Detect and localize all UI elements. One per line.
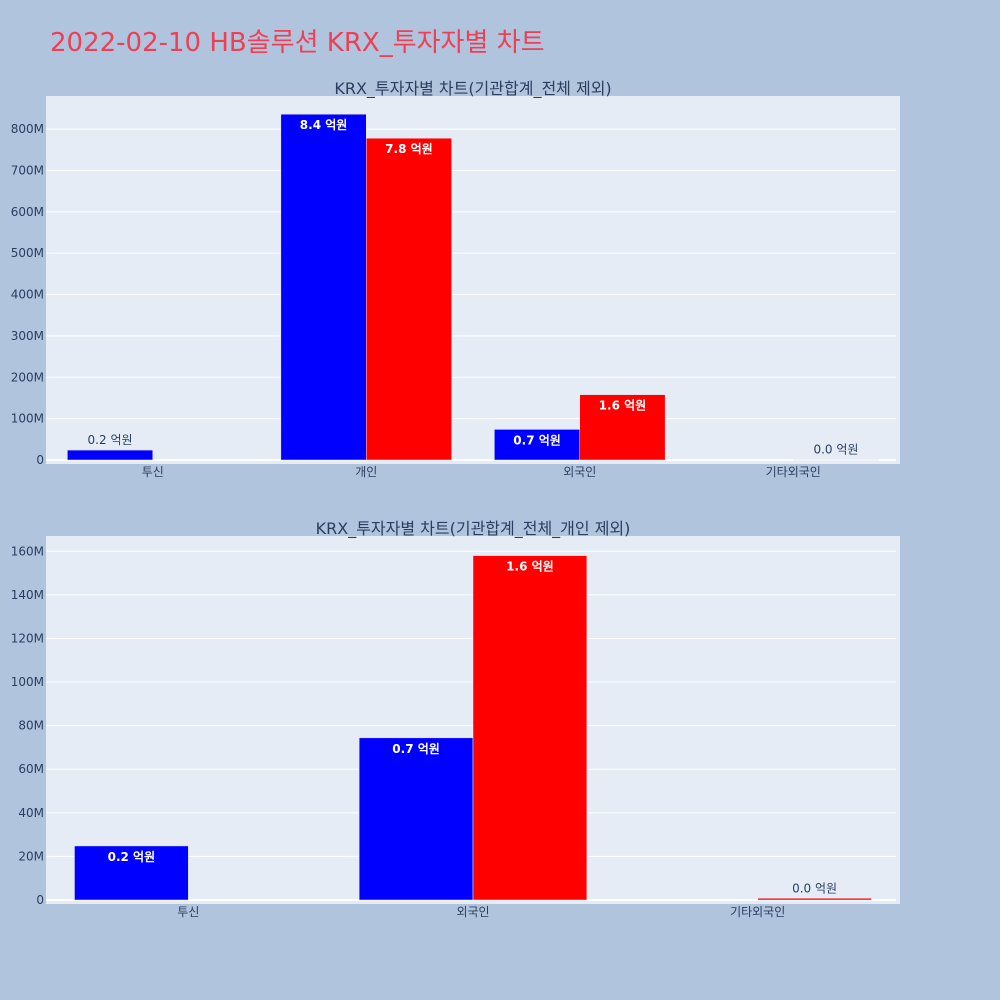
chart1-data-label: 1.6 억원 <box>599 399 647 413</box>
chart2-title: KRX_투자자별 차트(기관합계_전체_개인 제외) <box>316 519 631 539</box>
chart1-y-tick-label: 700M <box>11 163 44 177</box>
chart1-y-tick-label: 100M <box>11 412 44 426</box>
chart1-y-tick-label: 300M <box>11 329 44 343</box>
chart1-x-tick-label: 기타외국인 <box>766 465 821 479</box>
chart1-bar <box>579 394 666 461</box>
chart2-data-label: 0.7 억원 <box>392 742 440 756</box>
chart2-data-label: 0.2 억원 <box>108 850 156 864</box>
chart2-y-tick-label: 160M <box>11 544 44 558</box>
chart2-x-tick-label: 외국인 <box>456 905 489 919</box>
chart1-x-tick-label: 개인 <box>355 465 377 479</box>
chart1-bar <box>793 459 879 461</box>
chart2-bar <box>358 737 474 901</box>
chart1-bar <box>494 429 581 461</box>
chart1-data-label: 0.7 억원 <box>513 433 561 447</box>
chart1-title: KRX_투자자별 차트(기관합계_전체 제외) <box>334 79 611 99</box>
chart2-y-tick-label: 60M <box>18 762 44 776</box>
chart1-y-tick-label: 500M <box>11 246 44 260</box>
chart1-x-tick-label: 투신 <box>142 465 164 479</box>
chart1-y-tick-label: 400M <box>11 288 44 302</box>
chart1-y-tick-label: 0 <box>36 453 44 467</box>
page-title: 2022-02-10 HB솔루션 KRX_투자자별 차트 <box>50 28 545 58</box>
chart2-y-tick-label: 20M <box>18 849 44 863</box>
chart2-x-tick-label: 기타외국인 <box>730 905 785 919</box>
chart2-x-tick-label: 투신 <box>177 905 199 919</box>
chart1-data-label: 0.0 억원 <box>813 443 858 457</box>
chart1-data-label: 7.8 억원 <box>385 142 433 156</box>
chart1-y-tick-label: 600M <box>11 205 44 219</box>
chart1-bar <box>67 449 153 461</box>
chart2-data-label: 0.0 억원 <box>792 881 837 895</box>
chart1-plot-area <box>46 96 900 464</box>
chart2-bar <box>74 845 189 901</box>
chart2-y-tick-label: 140M <box>11 588 44 602</box>
chart2-y-tick-label: 120M <box>11 631 44 645</box>
chart2-bar <box>757 898 872 901</box>
chart1-x-tick-label: 외국인 <box>563 465 596 479</box>
chart2-y-tick-label: 80M <box>18 719 44 733</box>
chart1-data-label: 8.4 억원 <box>300 118 348 132</box>
chart2-y-tick-label: 40M <box>18 806 44 820</box>
chart2-bar <box>472 555 588 901</box>
chart2-data-label: 1.6 억원 <box>506 560 554 574</box>
chart2-y-tick-label: 0 <box>36 893 44 907</box>
chart1-bar <box>280 113 367 461</box>
chart1-data-label: 0.2 억원 <box>88 433 133 447</box>
chart1-bar <box>366 137 452 461</box>
chart1-y-tick-label: 200M <box>11 370 44 384</box>
chart1-y-tick-label: 800M <box>11 122 44 136</box>
chart2-y-tick-label: 100M <box>11 675 44 689</box>
